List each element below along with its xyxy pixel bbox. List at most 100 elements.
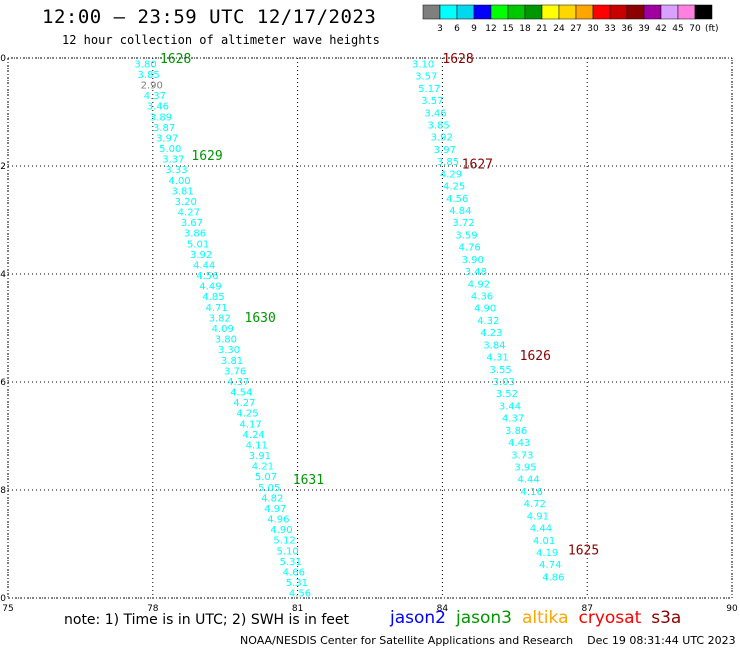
note-text: note: 1) Time is in UTC; 2) SWH is in fe… [64, 612, 350, 628]
pass-number-label: 1627 [462, 157, 493, 172]
scale-label: 45 [672, 24, 683, 34]
legend-item-cryosat: cryosat [578, 608, 642, 628]
legend-item-jason3: jason3 [456, 608, 512, 628]
swh-value-label: 4.56 [289, 589, 311, 600]
swh-value-label: 4.31 [486, 353, 508, 364]
scale-label: 15 [502, 24, 513, 34]
legend-item-jason2: jason2 [390, 608, 446, 628]
legend-item-s3a: s3a [651, 608, 682, 628]
swh-value-label: 4.24 [243, 430, 265, 441]
swh-value-label: 3.86 [505, 426, 527, 437]
scale-label: 12 [485, 24, 496, 34]
swh-value-label: 3.72 [452, 218, 474, 229]
swh-value-label: 5.00 [159, 144, 181, 155]
x-tick-label: 90 [726, 604, 738, 614]
swh-value-label: 4.91 [527, 511, 549, 522]
legend-item-altika: altika [522, 608, 569, 628]
swh-value-label: 3.48 [465, 267, 487, 278]
swh-value-label: 5.05 [258, 483, 280, 494]
swh-value-label: 3.10 [412, 59, 434, 70]
scale-label: 70 [689, 24, 701, 34]
scale-label: 3 [437, 24, 443, 34]
swh-value-label: 4.66 [283, 567, 305, 578]
swh-value-label: 4.17 [239, 419, 261, 430]
swh-value-label: 5.31 [286, 578, 308, 589]
swh-value-label: 4.71 [205, 303, 227, 314]
y-tick-label: -10 [0, 594, 6, 604]
scale-label: 33 [604, 24, 615, 34]
swh-value-label: 4.01 [533, 536, 555, 547]
swh-value-label: 5.01 [187, 239, 209, 250]
scale-label: 30 [587, 24, 599, 34]
scale-swatch [694, 4, 713, 20]
swh-value-label: 3.81 [221, 356, 243, 367]
swh-value-label: 4.97 [264, 504, 286, 515]
swh-value-label: 3.92 [431, 133, 453, 144]
swh-value-label: 4.86 [542, 572, 564, 583]
swh-value-label: 3.73 [511, 450, 533, 461]
swh-value-label: 3.20 [175, 197, 197, 208]
scale-label: 42 [655, 24, 666, 34]
swh-value-label: 4.84 [449, 206, 471, 217]
swh-value-label: 4.72 [524, 499, 546, 510]
swh-value-label: 5.17 [418, 84, 440, 95]
swh-value-label: 4.43 [508, 438, 530, 449]
swh-value-label: 2.90 [141, 81, 163, 92]
swh-value-label: 3.59 [455, 230, 477, 241]
swh-value-label: 4.32 [477, 316, 499, 327]
y-tick-label: -8 [0, 486, 6, 496]
swh-value-label: 4.23 [480, 328, 502, 339]
swh-value-label: 3.91 [249, 451, 271, 462]
scale-label: 6 [454, 24, 460, 34]
swh-value-label: 5.10 [277, 546, 299, 557]
swh-value-label: 4.36 [471, 291, 493, 302]
swh-value-label: 5.12 [273, 536, 295, 547]
swh-value-label: 4.96 [267, 515, 289, 526]
swh-value-label: 3.82 [209, 313, 231, 324]
swh-value-label: 3.89 [150, 112, 172, 123]
swh-value-label: 4.44 [530, 524, 552, 535]
scale-label: 21 [536, 24, 547, 34]
swh-value-label: 3.37 [162, 155, 184, 166]
swh-value-label: 3.55 [490, 365, 512, 376]
swh-value-label: 3.97 [156, 133, 178, 144]
swh-value-label: 4.49 [199, 282, 221, 293]
scale-label: 18 [519, 24, 531, 34]
swh-value-label: 3.84 [483, 340, 505, 351]
swh-value-label: 3.44 [499, 401, 521, 412]
scale-label: 9 [471, 24, 477, 34]
swh-value-label: 4.54 [230, 388, 252, 399]
swh-value-label: 3.90 [462, 255, 484, 266]
plot-area: 7578818487900-2-4-6-8-103.803.852.904.37… [0, 52, 738, 614]
swh-value-label: 4.56 [196, 271, 218, 282]
swh-value-label: 4.00 [168, 176, 190, 187]
swh-value-label: 4.92 [468, 279, 490, 290]
swh-value-label: 4.29 [440, 169, 462, 180]
plot-frame [7, 57, 733, 599]
y-tick-label: 0 [0, 54, 6, 64]
swh-value-label: 4.37 [144, 91, 166, 102]
pass-number-label: 1631 [293, 473, 324, 488]
swh-value-label: 4.44 [193, 260, 215, 271]
swh-value-label: 3.95 [514, 462, 536, 473]
swh-value-label: 3.85 [138, 70, 160, 81]
footer-credit: NOAA/NESDIS Center for Satellite Applica… [240, 634, 736, 647]
swh-value-label: 5.31 [280, 557, 302, 568]
color-scale: 3 6 9 12 15 18 21 24 27 30 33 36 39 42 45 70 (ft) [422, 4, 719, 34]
swh-value-label: 4.74 [539, 560, 561, 571]
chart-subtitle: 12 hour collection of altimeter wave hei… [62, 33, 380, 47]
swh-value-label: 3.57 [415, 72, 437, 83]
scale-label: 24 [553, 24, 565, 34]
pass-number-label: 1628 [160, 52, 191, 67]
swh-value-label: 3.97 [434, 145, 456, 156]
swh-value-label: 4.09 [212, 324, 234, 335]
swh-value-label: 4.27 [178, 208, 200, 219]
swh-value-label: 4.85 [202, 292, 224, 303]
swh-value-label: 4.11 [246, 440, 268, 451]
swh-value-label: 3.80 [215, 335, 237, 346]
x-tick-label: 75 [2, 604, 13, 614]
swh-value-label: 3.57 [421, 96, 443, 107]
swh-value-label: 4.90 [270, 525, 292, 536]
swh-value-label: 4.37 [502, 414, 524, 425]
y-tick-label: -4 [0, 270, 6, 280]
